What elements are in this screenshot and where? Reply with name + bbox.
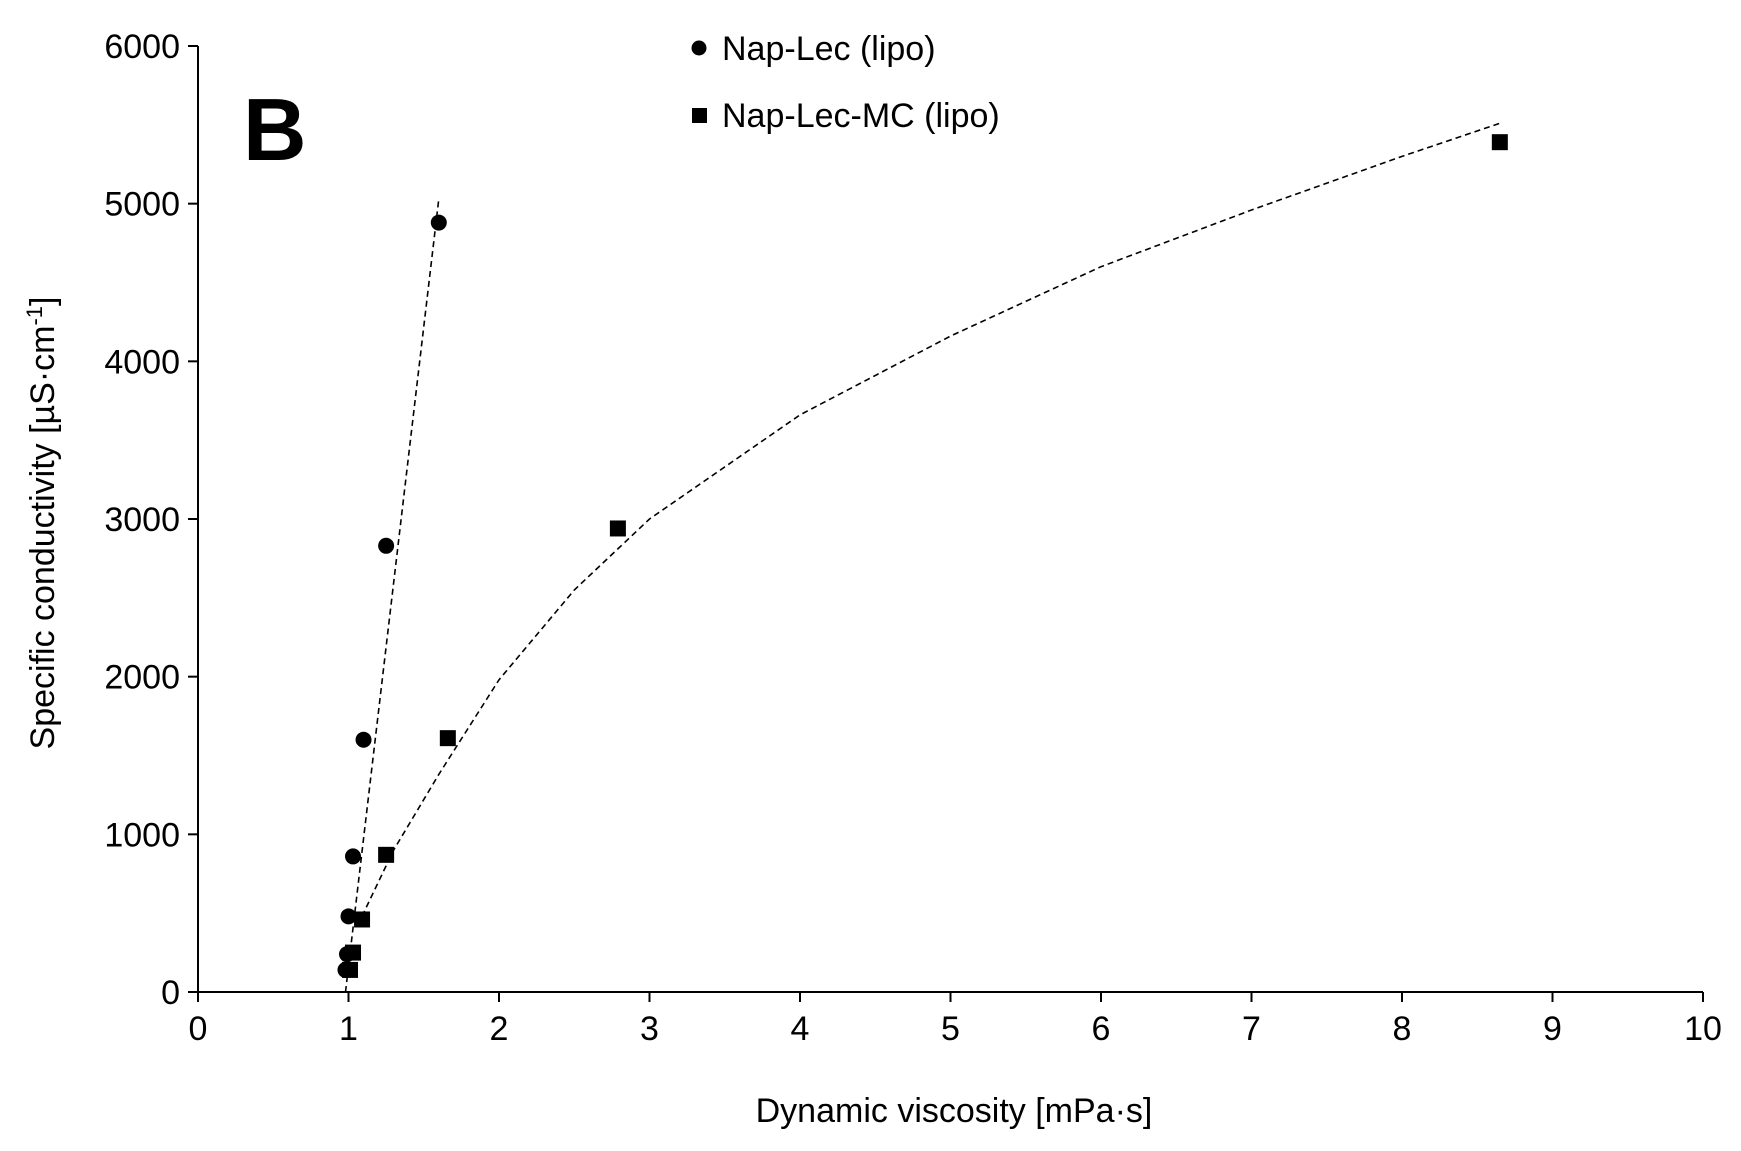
y-axis-title: Specific conductivity [µS·cm-1]	[22, 297, 62, 750]
x-tick-label: 3	[640, 1010, 659, 1048]
trendlines	[344, 122, 1501, 993]
trendline-series-0	[344, 198, 440, 993]
y-ticks: 0 1000 2000 3000 4000 5000 6000	[104, 28, 198, 1012]
x-tick-label: 6	[1092, 1010, 1111, 1048]
legend-label-nap-lec-mc: Nap-Lec-MC (lipo)	[722, 97, 1000, 135]
y-axis-title-main: Specific conductivity [µS·cm	[24, 326, 62, 750]
legend-label-nap-lec: Nap-Lec (lipo)	[722, 30, 936, 68]
y-axis-title-superscript: -1	[22, 306, 47, 326]
legend-marker-square	[692, 108, 707, 123]
y-tick-label: 2000	[104, 659, 180, 697]
y-tick-label: 5000	[104, 186, 180, 224]
point-series-1	[378, 846, 395, 863]
axes	[197, 46, 1703, 993]
y-tick-label: 4000	[104, 343, 180, 381]
y-tick-label: 6000	[104, 28, 180, 66]
data-points	[337, 134, 1508, 978]
x-axis-title: Dynamic viscosity [mPa·s]	[756, 1092, 1153, 1130]
point-series-1	[609, 520, 626, 537]
x-ticks: 0 1 2 3 4 5 6 7 8 9 10	[189, 992, 1722, 1048]
point-series-1	[345, 944, 362, 961]
x-tick-label: 1	[339, 1010, 358, 1048]
y-axis-title-close: ]	[24, 297, 62, 306]
point-series-1	[439, 730, 456, 747]
x-tick-label: 0	[189, 1010, 208, 1048]
x-tick-label: 10	[1684, 1010, 1722, 1048]
legend: Nap-Lec (lipo) Nap-Lec-MC (lipo)	[691, 30, 1000, 135]
x-tick-label: 8	[1393, 1010, 1412, 1048]
x-tick-label: 2	[490, 1010, 509, 1048]
y-tick-label: 3000	[104, 501, 180, 539]
point-series-1	[342, 961, 359, 978]
x-tick-label: 9	[1543, 1010, 1562, 1048]
panel-label: B	[243, 80, 307, 179]
x-tick-label: 4	[791, 1010, 810, 1048]
point-series-0	[355, 731, 372, 748]
y-tick-label: 0	[161, 974, 180, 1012]
y-tick-label: 1000	[104, 816, 180, 854]
point-series-0	[340, 908, 357, 925]
x-tick-label: 7	[1242, 1010, 1261, 1048]
legend-marker-circle	[691, 40, 707, 56]
x-tick-label: 5	[941, 1010, 960, 1048]
point-series-1	[354, 911, 371, 928]
point-series-0	[378, 537, 395, 554]
point-series-0	[430, 214, 447, 231]
point-series-0	[345, 848, 362, 865]
point-series-1	[1491, 134, 1508, 151]
trendline-series-1	[361, 122, 1501, 917]
